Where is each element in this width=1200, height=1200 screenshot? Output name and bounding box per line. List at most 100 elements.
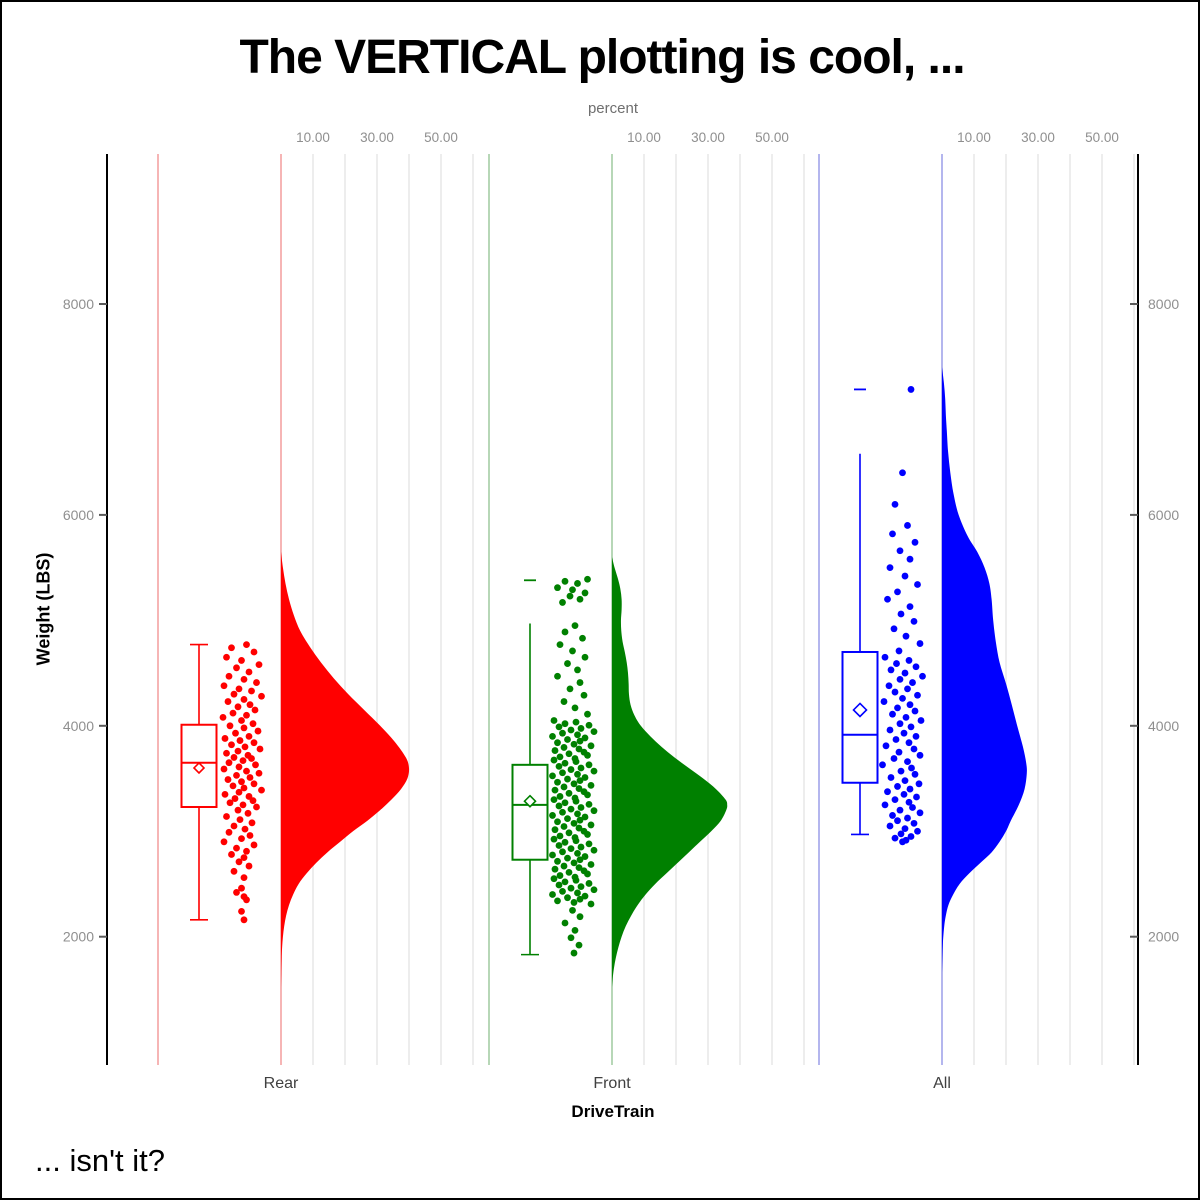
data-point [576,595,584,603]
data-point [574,580,581,587]
data-point [911,707,919,715]
data-point [572,876,580,884]
data-point [581,853,589,860]
data-point [891,500,899,508]
data-point [231,795,239,802]
data-point [241,825,249,833]
data-point [575,864,583,872]
chart-footnote: ... isn't it? [35,1143,165,1178]
data-point [911,770,919,778]
data-point [555,881,563,889]
data-point [579,634,586,642]
data-point [577,804,585,811]
data-point [889,812,896,819]
data-point [585,840,593,848]
data-point [565,868,573,876]
data-point [228,644,235,652]
data-point [891,796,899,804]
data-point [577,764,585,772]
data-point [581,653,589,661]
data-point [549,732,556,740]
data-point [243,767,250,775]
data-point [235,685,243,693]
data-point [916,640,924,647]
data-point [584,751,591,759]
data-point [238,907,245,915]
data-point [235,788,243,796]
data-point [251,706,259,714]
data-point [577,883,585,891]
data-point [904,522,911,529]
data-point [584,870,591,878]
data-point [571,622,579,630]
data-point [584,710,591,718]
left-axis-tick-label: 8000 [63,296,94,312]
data-point [238,835,245,843]
data-point [906,701,914,709]
data-point [575,941,583,949]
right-axis-tick-label: 4000 [1148,718,1179,734]
data-point [909,804,916,811]
data-point [554,739,561,747]
data-point [560,783,568,791]
data-point [896,547,904,555]
violin-front [612,557,728,988]
data-point [894,588,901,596]
data-point [234,806,242,814]
data-point [233,889,240,896]
data-point [565,829,573,837]
data-point [885,682,893,690]
data-point [564,736,571,743]
data-point [219,713,227,721]
data-point [570,899,578,906]
data-point [550,875,558,883]
data-point [916,809,924,817]
data-point [902,713,910,721]
data-point [555,802,563,810]
data-point [224,698,232,705]
data-point [258,692,265,700]
data-point [238,778,245,786]
percent-tick-label: 50.00 [424,130,458,145]
data-point [549,812,556,819]
data-point [895,647,903,655]
data-point [226,722,234,730]
percent-tick-label: 50.00 [755,130,789,145]
data-point [906,555,914,563]
data-point [590,846,598,854]
data-point [914,581,921,588]
data-point [224,776,232,783]
data-point [250,648,258,656]
data-point [576,895,584,903]
data-point [249,720,257,728]
data-point [914,827,921,835]
data-point [904,685,911,693]
data-point [916,751,924,759]
data-point [559,848,566,856]
data-point [253,679,260,686]
data-point [902,632,910,640]
percent-tick-label: 30.00 [691,130,725,145]
data-point [584,575,591,583]
data-point [567,884,575,892]
data-point [901,572,909,580]
data-point [566,592,574,600]
data-point [234,703,242,711]
data-point [907,386,915,393]
left-axis-tick-label: 2000 [63,929,94,945]
top-axis-title: percent [587,100,639,117]
data-point [232,729,239,737]
data-point [897,767,905,775]
data-point [560,744,568,751]
data-point [565,750,573,758]
data-point [233,844,240,852]
data-point [554,778,561,786]
percent-tick-label: 10.00 [627,130,661,145]
data-point [575,745,583,753]
data-point [235,858,243,866]
data-point [899,694,906,702]
data-point [905,798,913,806]
data-point [914,691,921,699]
data-point [221,790,229,798]
data-point [555,762,563,770]
